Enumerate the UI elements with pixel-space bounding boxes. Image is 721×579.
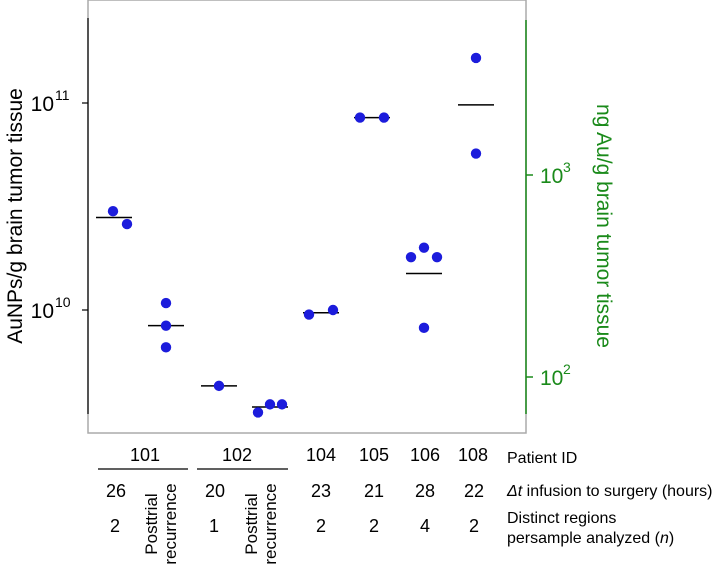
right-tick-exp-0: 2 <box>563 361 571 377</box>
right-tick-label-0: 10 <box>540 367 563 390</box>
left-axis-label: AuNPs/g brain tumor tissue <box>4 88 27 344</box>
posttrial-label-102: Posttrial recurrence <box>242 483 281 565</box>
data-point-106-2 <box>431 251 443 263</box>
right-axis-label: ng Au/g brain tumor tissue <box>592 104 615 348</box>
regions-104: 2 <box>316 516 327 536</box>
patient-id-105: 105 <box>359 445 390 465</box>
hours-105: 21 <box>364 481 385 501</box>
regions-102: 1 <box>209 516 220 536</box>
patient-id-102: 102 <box>222 445 253 465</box>
hours-102: 20 <box>205 481 226 501</box>
regions-line1: Distinct regions <box>507 510 617 527</box>
left-tick-exp-0: 10 <box>55 294 71 310</box>
left-tick-label-0: 10 <box>31 300 54 323</box>
data-point-102-posttrial-1 <box>264 399 276 410</box>
hours-106: 28 <box>415 481 436 501</box>
data-point-102-posttrial-0 <box>252 407 264 418</box>
data-point-101-posttrial-0 <box>160 297 172 309</box>
data-point-104-0 <box>303 309 315 320</box>
regions-108: 2 <box>469 516 480 536</box>
hours-104: 23 <box>311 481 332 501</box>
patient-id-106: 106 <box>410 445 441 465</box>
data-point-106-3 <box>418 322 430 334</box>
data-point-101-posttrial-1 <box>160 320 172 331</box>
patient-id-101: 101 <box>130 445 161 465</box>
right-tick-exp-1: 3 <box>563 159 571 175</box>
regions-line2: persample analyzed (n) <box>507 530 675 547</box>
data-point-101-0 <box>107 206 119 217</box>
plot-frame <box>87 0 527 434</box>
data-point-101-posttrial-2 <box>160 342 172 353</box>
data-point-102-0 <box>213 380 225 392</box>
row-label-regions: Distinct regions persample analyzed (n) <box>507 509 674 549</box>
left-tick-label-1: 10 <box>31 93 54 116</box>
data-point-101-1 <box>121 218 133 230</box>
left-tick-exp-1: 11 <box>55 87 70 103</box>
posttrial-label-101: Posttrial recurrence <box>142 483 181 565</box>
data-point-104-1 <box>327 304 339 316</box>
data-point-102-posttrial-2 <box>276 399 288 410</box>
data-point-108-0 <box>470 52 482 64</box>
row-label-delta-t: Δt infusion to surgery (hours) <box>507 482 713 502</box>
patient-id-104: 104 <box>306 445 337 465</box>
data-point-108-1 <box>470 148 482 159</box>
hours-108: 22 <box>464 481 485 501</box>
delta-t-symbol: Δt <box>507 483 523 500</box>
data-point-105-0 <box>354 112 366 123</box>
patient-id-108: 108 <box>458 445 489 465</box>
data-point-105-1 <box>378 112 390 123</box>
row-label-patient-id: Patient ID <box>507 450 578 467</box>
data-point-106-1 <box>418 242 430 253</box>
hours-101: 26 <box>106 481 127 501</box>
delta-t-text: infusion to surgery (hours) <box>522 483 713 500</box>
data-point-106-0 <box>405 251 417 263</box>
regions-105: 2 <box>369 516 380 536</box>
regions-106: 4 <box>420 516 431 536</box>
regions-101: 2 <box>110 516 121 536</box>
right-tick-label-1: 10 <box>540 165 563 188</box>
